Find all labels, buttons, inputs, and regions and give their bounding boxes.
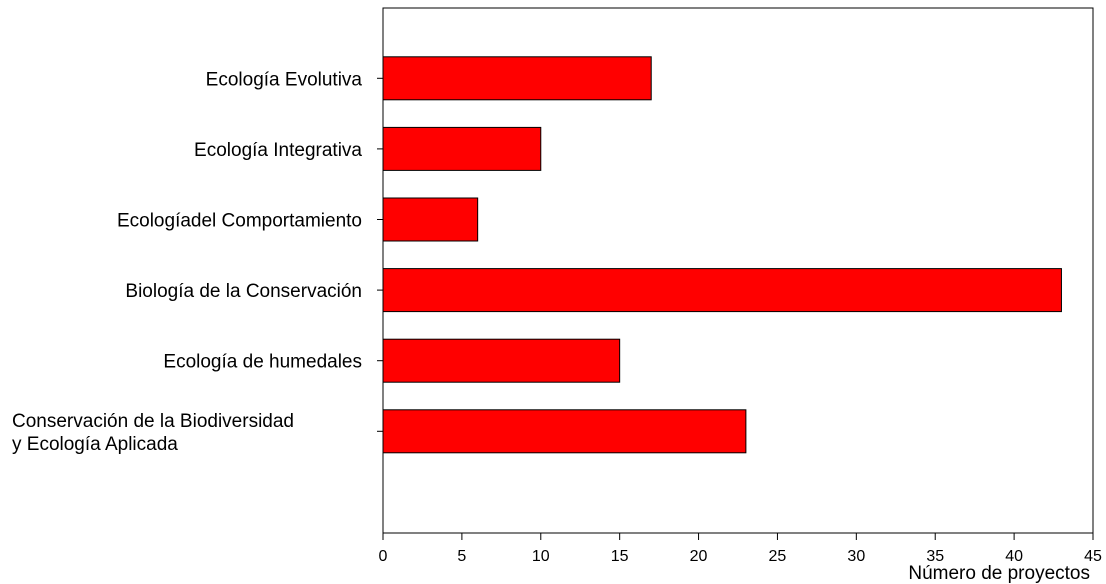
x-tick-label: 20 [690, 548, 708, 565]
bars-group [382, 56, 1062, 454]
x-tick-label: 30 [847, 548, 865, 565]
x-axis-ticks: 0 5 10 15 20 25 30 35 40 45 [379, 533, 1102, 565]
x-axis-title: Número de proyectos [908, 563, 1090, 584]
bar [382, 197, 479, 242]
bar [382, 338, 621, 383]
category-label: Biología de la Conservación [125, 281, 362, 302]
x-tick-label: 15 [611, 548, 629, 565]
category-label-line: Conservación de la Biodiversidad [12, 411, 294, 432]
category-label: Ecología de humedales [163, 352, 362, 373]
bar [382, 126, 542, 171]
x-tick-label: 40 [1005, 548, 1023, 565]
bar [382, 56, 652, 101]
x-tick-label: 45 [1084, 548, 1102, 565]
category-label: Ecología Integrativa [194, 140, 362, 161]
x-tick-label: 5 [457, 548, 466, 565]
x-tick-label: 10 [532, 548, 550, 565]
x-tick-label: 0 [379, 548, 388, 565]
x-tick-label: 35 [926, 548, 944, 565]
bar [382, 409, 747, 454]
bar [382, 268, 1062, 313]
category-label: Ecología Evolutiva [206, 69, 363, 90]
category-labels: Ecología Evolutiva Ecología Integrativa Ec… [12, 69, 383, 455]
category-label: Ecologíadel Comportamiento [117, 211, 362, 232]
category-label-line: y Ecología Aplicada [12, 434, 178, 455]
x-tick-label: 25 [769, 548, 787, 565]
category-label: Conservación de la Biodiversidad y Ecolog… [12, 411, 294, 455]
